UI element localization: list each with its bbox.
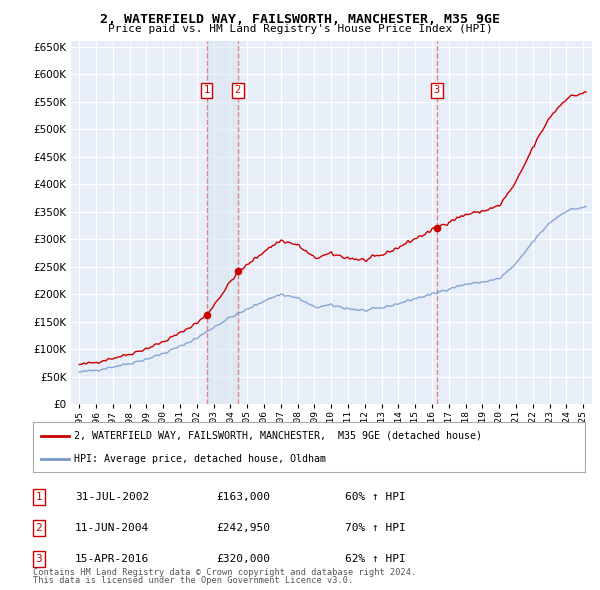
- Bar: [206, 41, 238, 404]
- Text: 1: 1: [35, 492, 43, 502]
- Text: 2: 2: [235, 86, 241, 95]
- Text: This data is licensed under the Open Government Licence v3.0.: This data is licensed under the Open Gov…: [33, 576, 353, 585]
- Text: 31-JUL-2002: 31-JUL-2002: [75, 492, 149, 502]
- Text: £320,000: £320,000: [216, 555, 270, 564]
- Text: £242,950: £242,950: [216, 523, 270, 533]
- Text: 60% ↑ HPI: 60% ↑ HPI: [345, 492, 406, 502]
- Text: 2: 2: [35, 523, 43, 533]
- Text: 11-JUN-2004: 11-JUN-2004: [75, 523, 149, 533]
- Text: Contains HM Land Registry data © Crown copyright and database right 2024.: Contains HM Land Registry data © Crown c…: [33, 568, 416, 577]
- Text: 1: 1: [203, 86, 209, 95]
- Text: Price paid vs. HM Land Registry's House Price Index (HPI): Price paid vs. HM Land Registry's House …: [107, 24, 493, 34]
- Text: 15-APR-2016: 15-APR-2016: [75, 555, 149, 564]
- Text: 2, WATERFIELD WAY, FAILSWORTH, MANCHESTER, M35 9GE: 2, WATERFIELD WAY, FAILSWORTH, MANCHESTE…: [100, 13, 500, 26]
- Text: 3: 3: [35, 555, 43, 564]
- Text: 62% ↑ HPI: 62% ↑ HPI: [345, 555, 406, 564]
- Text: £163,000: £163,000: [216, 492, 270, 502]
- Text: HPI: Average price, detached house, Oldham: HPI: Average price, detached house, Oldh…: [74, 454, 326, 464]
- Text: 2, WATERFIELD WAY, FAILSWORTH, MANCHESTER,  M35 9GE (detached house): 2, WATERFIELD WAY, FAILSWORTH, MANCHESTE…: [74, 431, 482, 441]
- Text: 3: 3: [434, 86, 440, 95]
- Text: 70% ↑ HPI: 70% ↑ HPI: [345, 523, 406, 533]
